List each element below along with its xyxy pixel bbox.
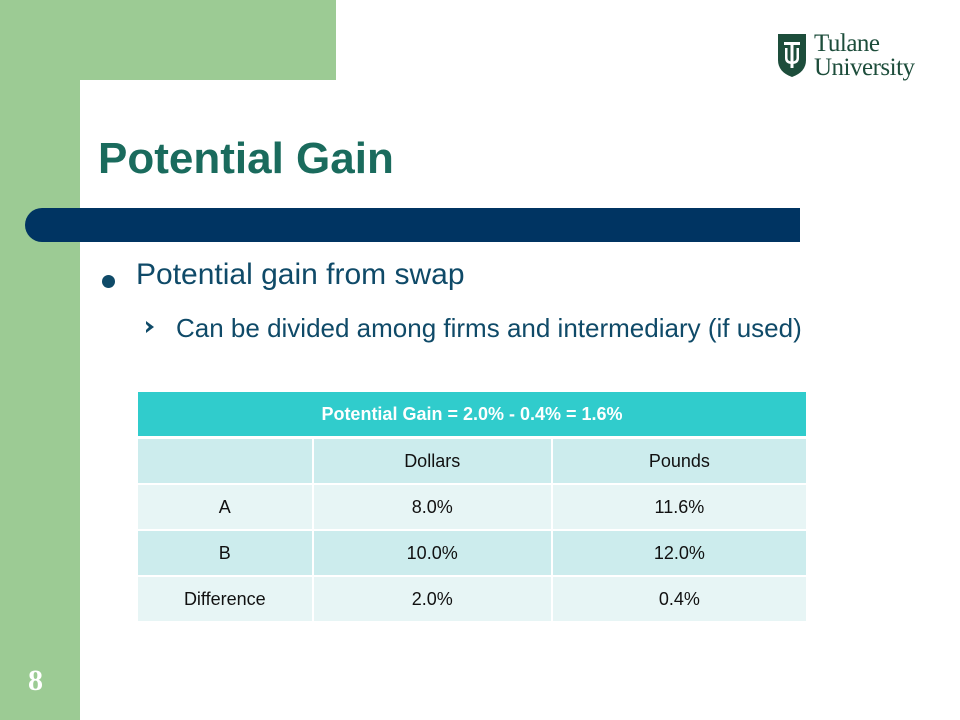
content-corner [80, 80, 200, 200]
logo-line-1: Tulane [814, 30, 880, 57]
table-cell: Pounds [550, 436, 809, 485]
table-row: B 10.0% 12.0% [136, 529, 809, 577]
table-cell: 11.6% [550, 483, 809, 531]
tulane-logo: Tulane University [776, 30, 926, 82]
table-cell: 2.0% [311, 575, 553, 623]
logo-wordmark: Tulane University [814, 30, 915, 81]
table-cell [136, 436, 314, 485]
bullet-text: Potential gain from swap [136, 258, 465, 291]
green-frame-top [0, 0, 336, 80]
table-cell: B [136, 529, 314, 577]
bullet-dot-icon [102, 275, 115, 288]
page-number: 8 [28, 664, 43, 697]
table-cell: 10.0% [311, 529, 553, 577]
arrow-bullet-icon [146, 321, 154, 333]
sub-bullet-text: Can be divided among firms and intermedi… [176, 313, 802, 343]
logo-line-2: University [814, 54, 915, 81]
table-cell: Dollars [311, 436, 553, 485]
table-cell: A [136, 483, 314, 531]
table-cell: 8.0% [311, 483, 553, 531]
table-cell: 12.0% [550, 529, 809, 577]
table-header-cell: Potential Gain = 2.0% - 0.4% = 1.6% [136, 390, 808, 439]
slide-title: Potential Gain [98, 134, 394, 183]
table-cell: 0.4% [550, 575, 809, 623]
tulane-shield-icon [778, 34, 806, 77]
table-row: Difference 2.0% 0.4% [136, 575, 809, 623]
table-row: A 8.0% 11.6% [136, 483, 809, 531]
gain-table: Potential Gain = 2.0% - 0.4% = 1.6% Doll… [136, 390, 809, 623]
title-underline-bar [25, 208, 800, 242]
table-cell: Difference [136, 575, 314, 623]
table-header-row: Potential Gain = 2.0% - 0.4% = 1.6% [136, 390, 808, 439]
green-frame-left [0, 0, 80, 720]
table-row: Dollars Pounds [136, 436, 809, 485]
